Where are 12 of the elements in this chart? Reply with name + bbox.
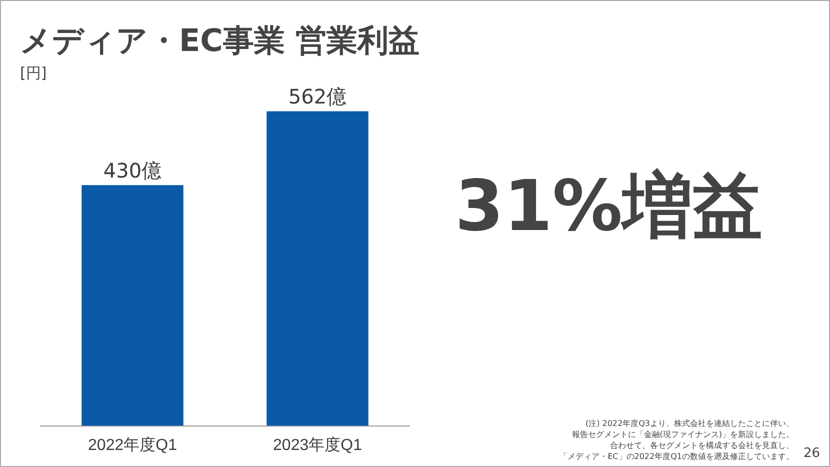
text: 報告セグメントに「金融(現ファイナンス)」を新設しました。 <box>570 429 794 440</box>
y-axis-title: [円] <box>20 64 47 83</box>
chart-title: メディア・EC事業 営業利益 <box>20 22 420 61</box>
text: 「メディア・EC」の2022年度Q1の数値を遡及修正しています。 <box>560 451 794 462</box>
data-label: 430億 <box>103 158 162 182</box>
x-tick-label: 2023年度Q1 <box>273 436 362 454</box>
data-label: 562億 <box>288 84 347 108</box>
x-tick-label: 2022年度Q1 <box>88 436 178 454</box>
text: (注) 2022年度Q3より、株式会社を連結したことに伴い、 <box>584 418 794 429</box>
text: 31%増益 <box>455 164 763 249</box>
text: 合わせて、各セグメントを構成する会社を見直し、 <box>609 440 794 451</box>
text: 26 <box>803 446 820 461</box>
